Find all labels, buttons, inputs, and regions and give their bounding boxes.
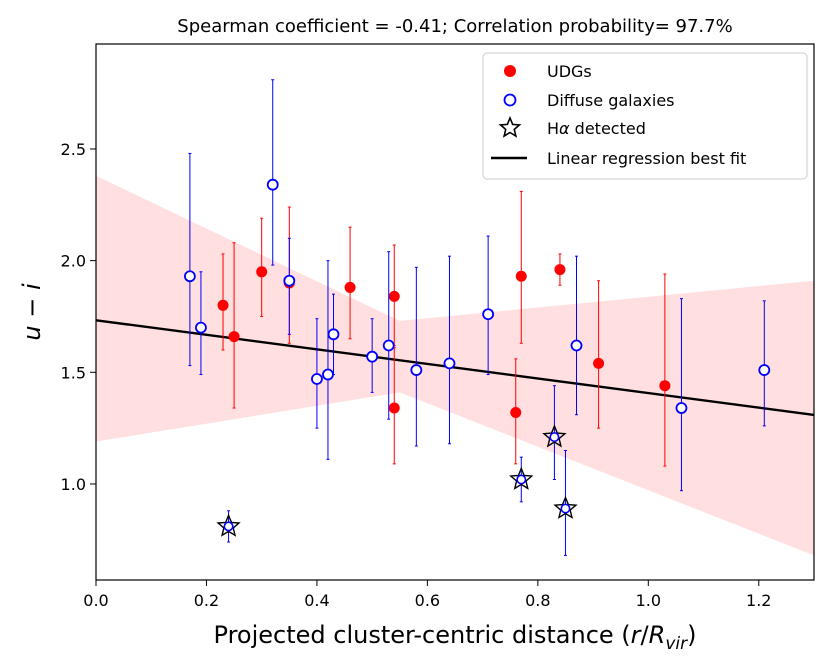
x-axis-label: Projected cluster-centric distance (r/Rv… (214, 621, 697, 654)
x-tick-label: 0.2 (194, 591, 219, 610)
diffuse-point (311, 373, 323, 385)
y-tick-label: 1.5 (61, 363, 86, 382)
y-tick-label: 2.0 (61, 252, 86, 271)
udg-point (515, 270, 527, 282)
udg-point (388, 402, 400, 414)
x-tick-label: 0.6 (415, 591, 440, 610)
diffuse-point (327, 328, 340, 341)
legend-star-icon (498, 115, 522, 138)
confidence-band (96, 175, 814, 556)
halpha-point (560, 503, 571, 514)
x-tick-label: 1.0 (636, 591, 661, 610)
udg-point (344, 281, 356, 293)
legend-regression: Linear regression best fit (547, 149, 746, 168)
plot-area (95, 43, 815, 581)
udg-point (388, 290, 400, 302)
udg-point (554, 264, 566, 276)
x-tick-label: 0.0 (83, 591, 108, 610)
data-marks (183, 79, 771, 556)
diffuse-point (266, 178, 279, 191)
diffuse-point (283, 274, 296, 287)
x-tick-label: 0.4 (304, 591, 329, 610)
udg-point (228, 331, 240, 343)
diffuse-point (183, 270, 196, 283)
diffuse-point (366, 350, 379, 363)
halpha-point (516, 474, 527, 485)
legend-diffuse-marker (503, 93, 517, 107)
udg-point (510, 407, 522, 418)
halpha-point (549, 432, 560, 443)
diffuse-point (410, 364, 423, 376)
diffuse-point (482, 308, 495, 321)
legend-diffuse: Diffuse galaxies (547, 91, 675, 110)
chart-title: Spearman coefficient = -0.41; Correlatio… (177, 16, 732, 37)
plot-frame (95, 43, 815, 581)
legend: UDGs Diffuse galaxies Hα detected Linear… (482, 52, 808, 180)
regression-line (95, 319, 815, 417)
y-tick-label: 2.5 (61, 140, 86, 159)
y-tick-label: 1.0 (61, 475, 86, 494)
x-tick-label: 0.8 (525, 591, 550, 610)
legend-halpha: Hα detected (547, 119, 646, 138)
halpha-point (223, 521, 234, 532)
diffuse-point (443, 357, 456, 370)
udg-point (593, 357, 605, 369)
legend-box (482, 52, 808, 180)
udg-point (217, 299, 229, 311)
y-axis-label: u − i (18, 283, 46, 341)
legend-udgs: UDGs (547, 62, 592, 81)
diffuse-point (758, 364, 771, 376)
diffuse-point (382, 339, 395, 352)
diffuse-point (570, 339, 583, 352)
x-tick-label: 1.2 (746, 591, 771, 610)
diffuse-point (322, 368, 334, 381)
udg-point (659, 380, 671, 392)
diffuse-point (195, 321, 207, 334)
legend-udg-marker (504, 65, 516, 77)
udg-point (256, 266, 268, 278)
axis-ticks: 0.0 0.2 0.4 0.6 0.8 1.0 1.2 1.0 1.5 2.0 2.5 (61, 140, 772, 610)
diffuse-point (675, 402, 688, 414)
